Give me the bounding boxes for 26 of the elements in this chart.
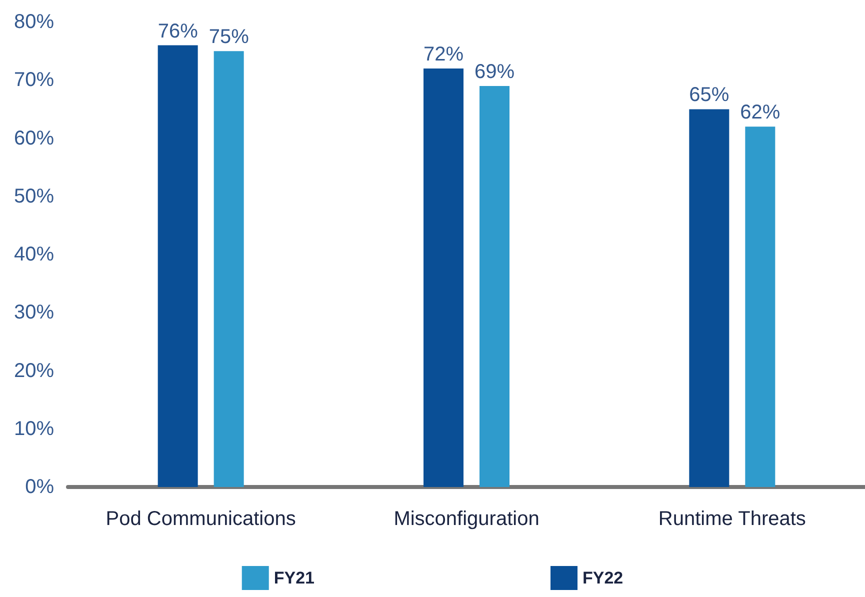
y-tick-label: 10% xyxy=(14,418,54,440)
bar xyxy=(480,86,510,487)
bar xyxy=(158,45,198,487)
bar xyxy=(214,51,244,487)
x-tick-label: Misconfiguration xyxy=(394,508,540,530)
bar xyxy=(689,109,730,487)
y-tick-label: 0% xyxy=(25,476,54,498)
x-tick-label: Pod Communications xyxy=(106,508,296,530)
legend-label: FY21 xyxy=(274,568,315,588)
data-label: 62% xyxy=(740,102,780,124)
y-tick-label: 40% xyxy=(14,244,54,266)
data-label: 69% xyxy=(474,60,515,83)
y-tick-label: 50% xyxy=(14,185,54,208)
data-label: 72% xyxy=(423,44,464,66)
y-tick-label: 80% xyxy=(14,11,54,33)
data-label: 65% xyxy=(689,84,730,106)
y-tick-label: 60% xyxy=(14,127,54,150)
y-tick-label: 30% xyxy=(14,302,54,324)
y-tick-label: 20% xyxy=(14,360,54,382)
data-label: 76% xyxy=(158,20,198,42)
data-label: 75% xyxy=(208,26,250,48)
bar xyxy=(424,68,464,487)
bar xyxy=(745,126,776,487)
x-tick-label: Runtime Threats xyxy=(658,508,806,530)
y-tick-label: 70% xyxy=(14,69,54,92)
legend-label: FY22 xyxy=(582,568,624,588)
